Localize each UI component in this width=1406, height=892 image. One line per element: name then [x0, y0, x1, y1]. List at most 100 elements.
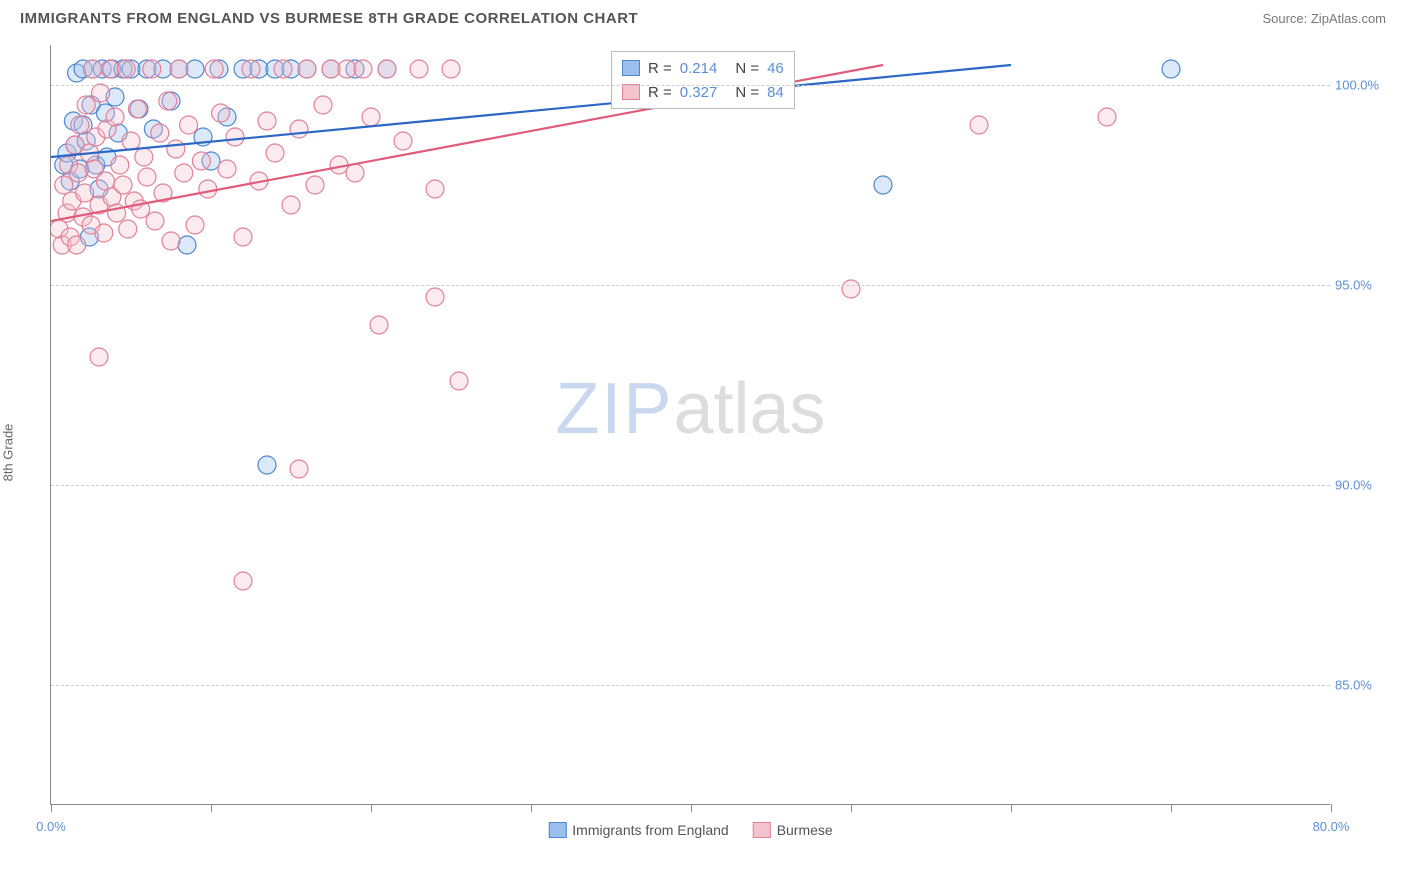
data-point [362, 108, 380, 126]
x-tick [51, 804, 52, 812]
data-point [135, 148, 153, 166]
data-point [426, 288, 444, 306]
y-tick-label: 95.0% [1335, 278, 1390, 293]
legend-n-label: N = [735, 60, 759, 77]
legend-swatch [548, 822, 566, 838]
data-point [450, 372, 468, 390]
data-point [442, 60, 460, 78]
data-point [370, 316, 388, 334]
data-point [290, 120, 308, 138]
plot-area: ZIPatlas R = 0.214N = 46R = 0.327N = 84 … [50, 45, 1330, 805]
data-point [354, 60, 372, 78]
data-point [842, 280, 860, 298]
data-point [84, 60, 102, 78]
data-point [119, 220, 137, 238]
data-point [212, 104, 230, 122]
legend-swatch [622, 84, 640, 100]
legend-r-value: 0.327 [680, 84, 718, 101]
legend-n-value: 84 [767, 84, 784, 101]
data-point [346, 164, 364, 182]
x-tick [1011, 804, 1012, 812]
data-point [138, 168, 156, 186]
data-point [258, 456, 276, 474]
data-point [76, 184, 94, 202]
data-point [970, 116, 988, 134]
data-point [394, 132, 412, 150]
legend-swatch [622, 60, 640, 76]
legend-item: Burmese [753, 822, 833, 838]
data-point [90, 348, 108, 366]
x-tick-label: 80.0% [1313, 819, 1350, 834]
legend-item: Immigrants from England [548, 822, 728, 838]
data-point [258, 112, 276, 130]
legend-series-name: Burmese [777, 822, 833, 838]
data-point [114, 176, 132, 194]
data-point [266, 144, 284, 162]
gridline [51, 285, 1330, 286]
data-point [426, 180, 444, 198]
data-point [1162, 60, 1180, 78]
x-tick [211, 804, 212, 812]
data-point [186, 216, 204, 234]
y-tick-label: 100.0% [1335, 78, 1390, 93]
legend-n-value: 46 [767, 60, 784, 77]
scatter-plot-svg [51, 45, 1331, 805]
data-point [338, 60, 356, 78]
data-point [298, 60, 316, 78]
x-tick-label: 0.0% [36, 819, 66, 834]
chart-header: IMMIGRANTS FROM ENGLAND VS BURMESE 8TH G… [0, 0, 1406, 35]
data-point [874, 176, 892, 194]
data-point [186, 60, 204, 78]
data-point [162, 232, 180, 250]
legend-swatch [753, 822, 771, 838]
data-point [199, 180, 217, 198]
data-point [128, 100, 146, 118]
data-point [242, 60, 260, 78]
chart-title: IMMIGRANTS FROM ENGLAND VS BURMESE 8TH G… [20, 10, 638, 27]
data-point [55, 176, 73, 194]
data-point [111, 156, 129, 174]
legend-series-name: Immigrants from England [572, 822, 728, 838]
series-legend: Immigrants from England Burmese [548, 822, 832, 838]
x-tick [1171, 804, 1172, 812]
data-point [117, 60, 135, 78]
legend-r-label: R = [648, 84, 672, 101]
data-point [170, 60, 188, 78]
gridline [51, 485, 1330, 486]
data-point [378, 60, 396, 78]
x-tick [851, 804, 852, 812]
data-point [159, 92, 177, 110]
data-point [68, 236, 86, 254]
data-point [205, 60, 223, 78]
chart-source: Source: ZipAtlas.com [1262, 11, 1386, 26]
data-point [175, 164, 193, 182]
data-point [71, 116, 89, 134]
correlation-legend: R = 0.214 N = 46 R = 0.327 N = 84 [611, 51, 795, 109]
data-point [167, 140, 185, 158]
data-point [101, 60, 119, 78]
data-point [151, 124, 169, 142]
data-point [122, 132, 140, 150]
data-point [69, 164, 87, 182]
y-tick-label: 90.0% [1335, 478, 1390, 493]
data-point [95, 224, 113, 242]
y-axis-label: 8th Grade [1, 424, 16, 482]
data-point [146, 212, 164, 230]
legend-n-label: N = [735, 84, 759, 101]
legend-row: R = 0.214N = 46 [622, 56, 784, 80]
data-point [306, 176, 324, 194]
trend-line [51, 65, 1011, 157]
data-point [218, 160, 236, 178]
data-point [180, 116, 198, 134]
data-point [322, 60, 340, 78]
data-point [274, 60, 292, 78]
legend-r-value: 0.214 [680, 60, 718, 77]
data-point [1098, 108, 1116, 126]
gridline [51, 85, 1330, 86]
data-point [192, 152, 210, 170]
x-tick [1331, 804, 1332, 812]
data-point [96, 172, 114, 190]
x-tick [691, 804, 692, 812]
legend-row: R = 0.327 N = 84 [622, 80, 784, 104]
data-point [226, 128, 244, 146]
